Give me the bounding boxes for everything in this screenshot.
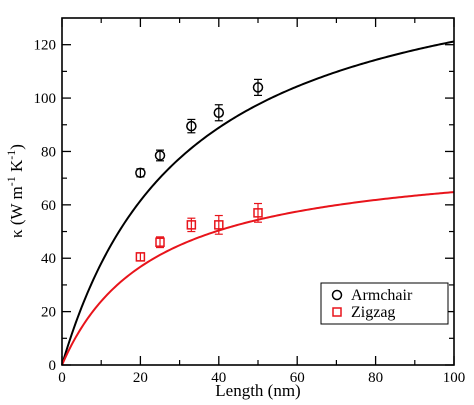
data-point-zigzag: [186, 220, 197, 230]
y-axis-title-base: κ (W m: [7, 186, 26, 238]
legend-marker-armchair: [331, 289, 343, 301]
data-point-armchair: [186, 120, 197, 132]
y-axis-title: κ (W m-1 K-1): [4, 144, 26, 238]
x-tick-label: 80: [368, 370, 383, 386]
legend: Armchair Zigzag: [320, 282, 449, 325]
tick-labels: 0 20 40 60 80 100 0 20 40 60 80 100 120: [34, 38, 466, 386]
legend-frame: [320, 282, 449, 325]
x-tick-label: 40: [211, 370, 226, 386]
fit-curve-armchair: [61, 40, 455, 366]
y-axis-title-end: ): [7, 144, 26, 150]
x-tick-label: 20: [133, 370, 148, 386]
x-tick-label: 0: [58, 370, 66, 386]
y-tick-label: 100: [34, 91, 57, 107]
y-tick-label: 20: [41, 305, 56, 321]
legend-label-zigzag: Zigzag: [351, 304, 395, 321]
error-bars: [136, 78, 262, 262]
x-tick-label: 100: [443, 370, 466, 386]
y-tick-label: 60: [41, 198, 56, 214]
y-axis-title-mid: K: [7, 159, 26, 176]
x-axis-title: Length (nm): [215, 381, 300, 400]
y-axis-title-sup1: -1: [4, 176, 18, 186]
data-point-armchair: [154, 150, 166, 161]
data-point-armchair: [213, 107, 225, 119]
y-tick-label: 80: [41, 144, 56, 160]
y-axis-title-sup2: -1: [4, 150, 18, 160]
data-point-armchair: [135, 167, 146, 179]
legend-marker-zigzag: [332, 307, 342, 317]
y-tick-label: 40: [41, 251, 56, 267]
y-tick-label: 0: [49, 358, 57, 374]
data-markers: [135, 82, 264, 262]
data-point-zigzag: [253, 208, 263, 218]
y-tick-label: 120: [34, 38, 57, 54]
data-point-zigzag: [155, 237, 165, 247]
data-point-zigzag: [135, 252, 146, 262]
axis-ticks: [61, 18, 455, 366]
x-tick-label: 60: [290, 370, 305, 386]
data-point-zigzag: [214, 220, 224, 230]
data-point-armchair: [252, 82, 264, 93]
legend-label-armchair: Armchair: [351, 287, 413, 304]
